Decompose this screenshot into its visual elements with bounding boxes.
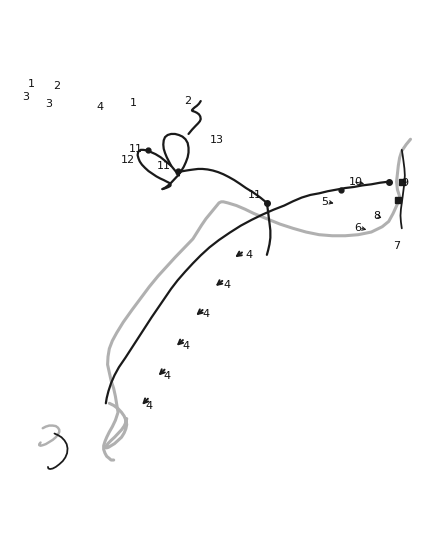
Text: 4: 4 [202, 309, 210, 319]
Text: 11: 11 [247, 190, 261, 200]
Text: 2: 2 [53, 81, 61, 91]
Text: 7: 7 [393, 241, 400, 252]
Text: 9: 9 [401, 177, 408, 188]
Text: 5: 5 [321, 197, 328, 207]
Text: 10: 10 [349, 176, 363, 187]
Text: 1: 1 [28, 78, 35, 88]
Text: 4: 4 [96, 102, 103, 112]
Text: 13: 13 [210, 135, 224, 146]
Text: 3: 3 [22, 92, 29, 102]
Text: 8: 8 [374, 211, 381, 221]
Text: 12: 12 [121, 156, 135, 165]
Text: 4: 4 [146, 401, 153, 411]
Text: 3: 3 [45, 99, 52, 109]
Text: 4: 4 [223, 280, 230, 290]
Text: 2: 2 [184, 96, 191, 106]
Text: 11: 11 [157, 161, 171, 171]
Text: 11: 11 [129, 144, 143, 154]
Text: 6: 6 [354, 223, 361, 233]
Text: 1: 1 [130, 98, 137, 108]
Text: 4: 4 [182, 341, 189, 351]
Text: 4: 4 [163, 372, 170, 381]
Text: 4: 4 [245, 250, 252, 260]
